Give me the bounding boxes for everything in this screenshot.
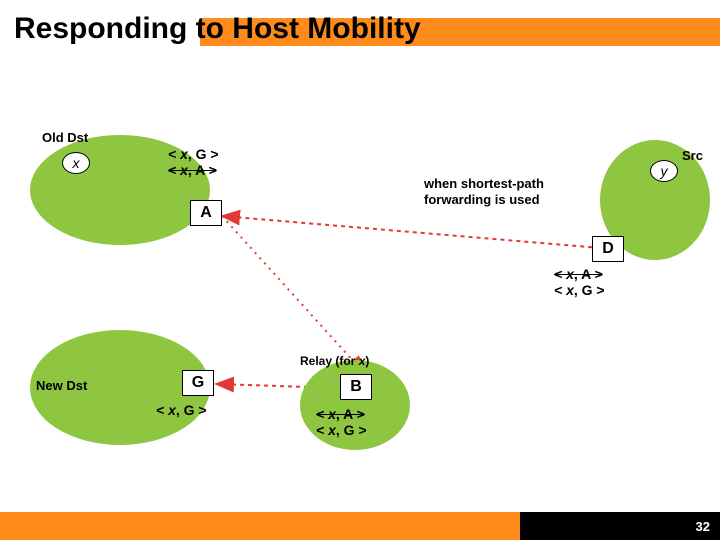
host-x: x — [62, 152, 90, 174]
tuple-block-near-d: < x, A > < x, G > — [554, 266, 605, 298]
tuple-block-under-b: < x, A > < x, G > — [316, 406, 367, 438]
host-y: y — [650, 160, 678, 182]
label-src: Src — [682, 148, 703, 163]
tuple-xg: < x, G > — [168, 146, 219, 162]
node-a: A — [190, 200, 222, 226]
label-relay: Relay (for x) — [300, 354, 369, 368]
footer-black — [520, 512, 720, 540]
tuple-block-near-a: < x, G > < x, A > — [168, 146, 219, 178]
label-new-dst: New Dst — [36, 378, 87, 393]
page-title: Responding to Host Mobility — [14, 12, 421, 46]
diagram-stage: x y Old Dst Src New Dst Relay (for x) wh… — [0, 80, 720, 500]
label-old-dst: Old Dst — [42, 130, 88, 145]
tuple-xa-struck: < x, A > — [316, 406, 367, 422]
node-d: D — [592, 236, 624, 262]
fwd-line1: when shortest-path — [424, 176, 544, 191]
tuple-block-under-g: < x, G > — [156, 402, 207, 418]
page-number: 32 — [696, 519, 710, 534]
tuple-xg: < x, G > — [316, 422, 367, 438]
tuple-xg: < x, G > — [554, 282, 605, 298]
node-b: B — [340, 374, 372, 400]
tuple-xa-struck: < x, A > — [554, 266, 605, 282]
fwd-line2: forwarding is used — [424, 192, 540, 207]
label-forwarding: when shortest-path forwarding is used — [424, 176, 544, 209]
tuple-xg: < x, G > — [156, 402, 207, 418]
tuple-xa-struck: < x, A > — [168, 162, 219, 178]
node-g: G — [182, 370, 214, 396]
